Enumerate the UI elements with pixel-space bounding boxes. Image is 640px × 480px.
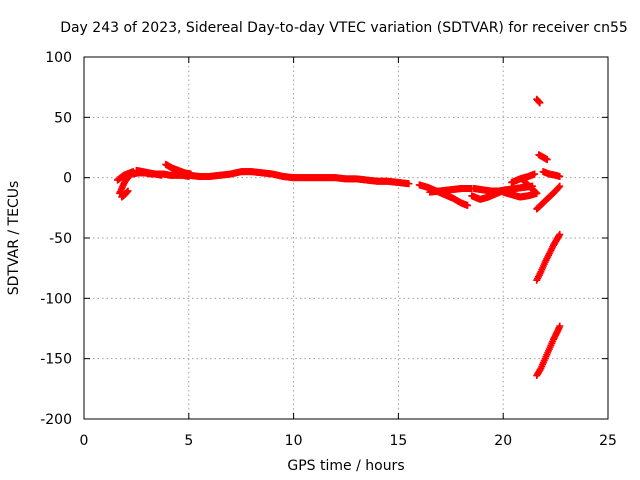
x-tick-label: 0: [80, 433, 89, 449]
series-arc-a: [116, 171, 134, 197]
series-arc-t: [533, 230, 564, 284]
y-tick-label: 0: [63, 171, 72, 187]
grid-lines: [84, 57, 608, 419]
series-arc-e: [132, 166, 166, 179]
series-arc-s: [533, 182, 564, 213]
data-point: [556, 230, 564, 238]
data-point: [556, 172, 564, 180]
data-point: [464, 201, 472, 209]
chart-title: Day 243 of 2023, Sidereal Day-to-day VTE…: [60, 20, 628, 36]
x-tick-labels: 0 5 10 15 20 25: [80, 433, 617, 449]
y-tick-label: -150: [40, 352, 72, 368]
data-point: [536, 99, 544, 107]
x-axis-label: GPS time / hours: [287, 458, 404, 474]
data-point: [543, 156, 551, 164]
data-points: [114, 95, 564, 380]
y-axis-label: SDTVAR / TECUs: [6, 181, 22, 296]
data-point: [531, 170, 539, 178]
y-tick-label: 50: [54, 110, 72, 126]
data-point: [405, 180, 413, 188]
series-arc-g: [185, 168, 298, 182]
data-point: [556, 322, 564, 330]
y-tick-label: -200: [40, 412, 72, 428]
y-tick-labels: -200 -150 -100 -50 0 50 100: [40, 50, 72, 428]
series-arc-c: [118, 187, 132, 201]
y-tick-label: -100: [40, 291, 72, 307]
series-arc-o: [520, 177, 541, 197]
series-arc-q: [535, 151, 551, 164]
data-point: [533, 189, 541, 197]
series-arc-p: [533, 95, 544, 107]
series-arc-l: [470, 182, 537, 195]
data-point: [556, 182, 564, 190]
y-tick-label: 100: [45, 50, 72, 66]
series-arc-j: [426, 185, 476, 196]
series-arc-r: [539, 168, 564, 180]
plot-frame: [83, 56, 609, 420]
data-point: [124, 187, 132, 195]
x-tick-label: 15: [389, 433, 407, 449]
x-tick-label: 5: [184, 433, 193, 449]
series-arc-h: [290, 174, 413, 188]
series-arc-f: [162, 160, 195, 178]
series-arc-u: [533, 322, 564, 380]
x-tick-label: 20: [494, 433, 512, 449]
data-point: [555, 183, 563, 191]
x-tick-label: 10: [285, 433, 303, 449]
data-point: [158, 171, 166, 179]
x-tick-label: 25: [599, 433, 617, 449]
y-tick-label: -50: [49, 231, 72, 247]
